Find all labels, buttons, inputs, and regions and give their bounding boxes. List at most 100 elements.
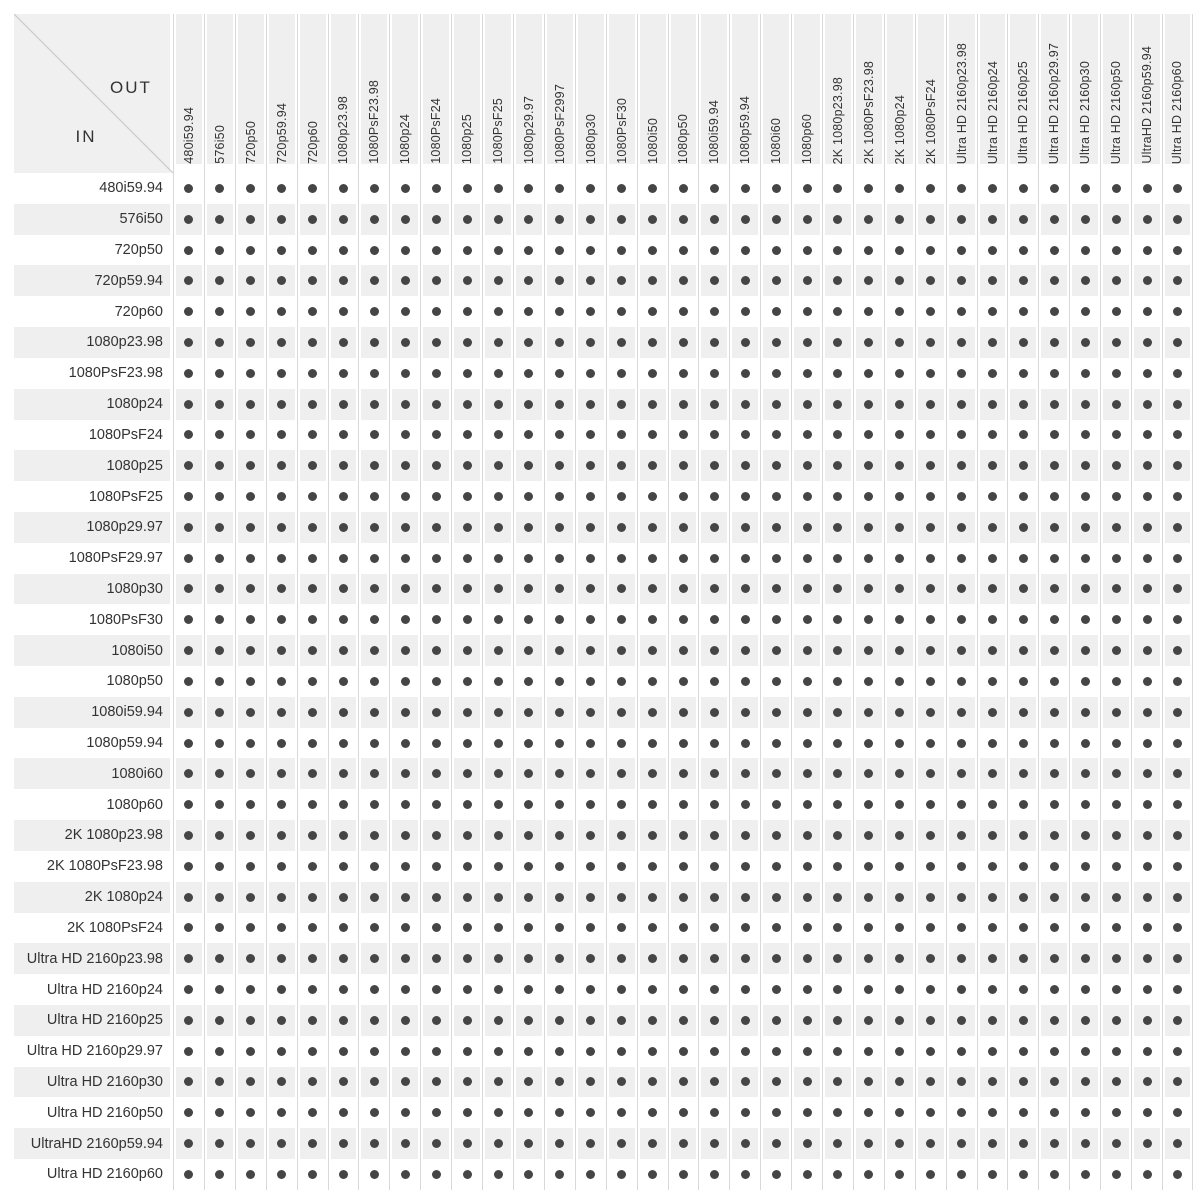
support-dot xyxy=(369,769,379,779)
matrix-cell xyxy=(1038,943,1069,975)
matrix-cell xyxy=(543,234,575,266)
row-label-text: 1080PsF25 xyxy=(88,488,163,505)
support-dot xyxy=(895,1015,905,1025)
support-dot xyxy=(1142,1046,1152,1056)
support-dot xyxy=(1018,1046,1028,1056)
matrix-cell xyxy=(760,327,791,358)
support-dot xyxy=(277,183,287,193)
matrix-cell xyxy=(1069,296,1100,328)
row-label-text: 720p50 xyxy=(114,242,163,259)
matrix-cell xyxy=(760,974,791,1005)
support-dot xyxy=(400,646,410,656)
matrix-cell xyxy=(389,481,420,512)
support-dot xyxy=(895,1169,905,1179)
support-dot xyxy=(709,800,719,810)
matrix-cell xyxy=(543,1004,575,1036)
matrix-cell xyxy=(605,881,637,913)
matrix-cell xyxy=(976,450,1008,482)
matrix-cell xyxy=(852,234,884,266)
matrix-cell xyxy=(420,881,451,913)
support-dot xyxy=(462,769,472,779)
matrix-cell xyxy=(667,974,699,1005)
matrix-cell xyxy=(1038,327,1069,358)
matrix-cell xyxy=(822,511,853,543)
matrix-cell xyxy=(296,604,328,636)
support-dot xyxy=(1049,307,1059,317)
support-dot xyxy=(431,830,441,840)
support-dot xyxy=(802,553,812,563)
support-dot xyxy=(400,954,410,964)
matrix-cell xyxy=(1162,419,1193,451)
matrix-cell xyxy=(636,727,668,759)
matrix-cell xyxy=(173,542,204,574)
support-dot xyxy=(308,615,318,625)
support-dot xyxy=(400,368,410,378)
matrix-cell xyxy=(327,1066,359,1098)
matrix-cell xyxy=(883,850,915,882)
matrix-cell xyxy=(945,666,977,697)
matrix-cell xyxy=(852,419,884,451)
matrix-cell xyxy=(482,758,513,790)
support-dot xyxy=(678,522,688,532)
matrix-cell xyxy=(636,789,668,821)
matrix-cell xyxy=(667,265,699,297)
matrix-cell xyxy=(358,1035,389,1067)
matrix-cell xyxy=(822,758,853,790)
column-header-label: 1080PsF24 xyxy=(429,98,444,164)
support-dot xyxy=(308,800,318,810)
support-dot xyxy=(988,707,998,717)
matrix-cell xyxy=(389,696,420,728)
support-dot xyxy=(926,769,936,779)
matrix-cell xyxy=(451,234,482,266)
support-dot xyxy=(926,245,936,255)
matrix-cell xyxy=(173,1035,204,1067)
matrix-cell xyxy=(358,604,389,636)
matrix-cell xyxy=(327,573,359,605)
matrix-cell xyxy=(976,357,1008,389)
matrix-cell xyxy=(883,265,915,297)
matrix-cell xyxy=(173,850,204,882)
matrix-cell xyxy=(729,234,760,266)
matrix-cell xyxy=(203,481,235,512)
matrix-cell xyxy=(265,758,297,790)
matrix-cell xyxy=(1007,789,1038,821)
matrix-cell xyxy=(234,481,266,512)
support-dot xyxy=(1080,676,1090,686)
matrix-cell xyxy=(605,388,637,420)
matrix-cell xyxy=(667,912,699,944)
matrix-cell xyxy=(976,727,1008,759)
matrix-cell xyxy=(914,666,946,697)
support-dot xyxy=(524,183,534,193)
support-dot xyxy=(246,800,256,810)
matrix-cell xyxy=(636,1159,668,1190)
support-dot xyxy=(988,738,998,748)
support-dot xyxy=(1049,368,1059,378)
matrix-cell xyxy=(1007,1097,1038,1129)
support-dot xyxy=(895,646,905,656)
support-dot xyxy=(555,830,565,840)
support-dot xyxy=(400,615,410,625)
support-dot xyxy=(833,615,843,625)
support-dot xyxy=(988,214,998,224)
matrix-cell xyxy=(822,912,853,944)
matrix-cell xyxy=(636,1035,668,1067)
column-header: 2K 1080p24 xyxy=(883,14,915,173)
support-dot xyxy=(864,276,874,286)
matrix-cell xyxy=(698,604,729,636)
matrix-cell xyxy=(945,481,977,512)
support-dot xyxy=(988,615,998,625)
support-dot xyxy=(555,399,565,409)
matrix-cell xyxy=(1069,234,1100,266)
matrix-cell xyxy=(451,1159,482,1190)
support-dot xyxy=(524,800,534,810)
support-dot xyxy=(1172,1046,1182,1056)
support-dot xyxy=(895,769,905,779)
support-dot xyxy=(895,830,905,840)
matrix-cell xyxy=(482,1066,513,1098)
support-dot xyxy=(740,430,750,440)
matrix-cell xyxy=(976,696,1008,728)
matrix-cell xyxy=(760,388,791,420)
support-dot xyxy=(555,1077,565,1087)
matrix-cell xyxy=(512,974,544,1005)
matrix-cell xyxy=(358,419,389,451)
